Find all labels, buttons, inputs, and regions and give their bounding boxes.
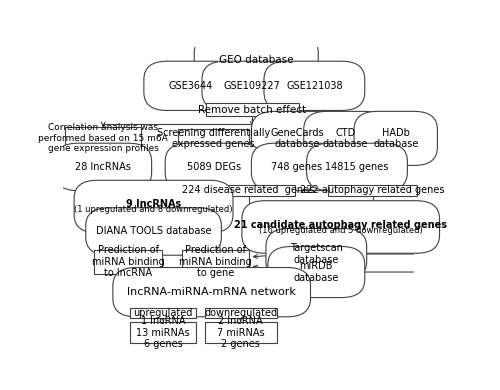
FancyBboxPatch shape: [268, 246, 365, 298]
FancyBboxPatch shape: [252, 112, 342, 165]
Text: Screening differentially
expressed genes: Screening differentially expressed genes: [157, 128, 270, 149]
Text: CTD
database: CTD database: [322, 128, 368, 149]
FancyBboxPatch shape: [202, 61, 303, 110]
FancyBboxPatch shape: [144, 61, 237, 110]
FancyBboxPatch shape: [328, 184, 417, 196]
Text: downregulated: downregulated: [204, 308, 278, 318]
FancyBboxPatch shape: [94, 250, 162, 273]
FancyBboxPatch shape: [66, 127, 141, 150]
Text: 748 genes: 748 genes: [272, 162, 322, 172]
FancyBboxPatch shape: [304, 112, 387, 165]
Text: miRDB
database: miRDB database: [294, 261, 339, 283]
FancyBboxPatch shape: [130, 322, 196, 343]
Text: (1 upregulated and 8 downregulated): (1 upregulated and 8 downregulated): [74, 205, 233, 214]
Text: DIANA TOOLS database: DIANA TOOLS database: [96, 227, 212, 236]
Text: Correlation analysis was
performed based on 15 m6A
gene expression profiles: Correlation analysis was performed based…: [38, 124, 168, 153]
FancyBboxPatch shape: [205, 322, 277, 343]
Text: 9 lncRNAs: 9 lncRNAs: [126, 199, 181, 209]
FancyBboxPatch shape: [165, 143, 262, 191]
FancyBboxPatch shape: [306, 143, 408, 191]
Text: GSE121038: GSE121038: [286, 81, 343, 91]
FancyBboxPatch shape: [242, 201, 440, 253]
FancyBboxPatch shape: [178, 129, 250, 147]
FancyBboxPatch shape: [130, 308, 196, 318]
FancyBboxPatch shape: [194, 34, 318, 86]
Text: Targetscan
database: Targetscan database: [290, 243, 343, 265]
FancyBboxPatch shape: [182, 250, 250, 273]
FancyBboxPatch shape: [264, 61, 365, 110]
Text: GSE3644: GSE3644: [168, 81, 212, 91]
FancyBboxPatch shape: [55, 143, 152, 191]
Text: GSE109227: GSE109227: [224, 81, 281, 91]
FancyBboxPatch shape: [205, 308, 277, 318]
FancyBboxPatch shape: [113, 268, 310, 317]
Text: lncRNA-miRNA-mRNA network: lncRNA-miRNA-mRNA network: [127, 287, 296, 297]
Text: 2 lncRNA
7 miRNAs
2 genes: 2 lncRNA 7 miRNAs 2 genes: [217, 316, 264, 349]
Text: HADb
database: HADb database: [373, 128, 418, 149]
Text: GEO database: GEO database: [219, 55, 294, 65]
Text: 222 autophagy related genes: 222 autophagy related genes: [300, 185, 445, 195]
Text: 21 candidate autophagy related genes: 21 candidate autophagy related genes: [234, 220, 447, 230]
Text: 28 lncRNAs: 28 lncRNAs: [75, 162, 131, 172]
Text: 14815 genes: 14815 genes: [326, 162, 388, 172]
Text: 224 disease related  genes: 224 disease related genes: [182, 185, 314, 195]
FancyBboxPatch shape: [74, 180, 233, 233]
FancyBboxPatch shape: [266, 229, 366, 280]
Text: upregulated: upregulated: [134, 308, 193, 318]
FancyBboxPatch shape: [86, 208, 222, 255]
FancyBboxPatch shape: [206, 103, 299, 117]
FancyBboxPatch shape: [252, 143, 342, 191]
Text: Prediction of
miRNA binding
to gene: Prediction of miRNA binding to gene: [179, 245, 252, 278]
Text: (16 upregulated and 5 downregulated): (16 upregulated and 5 downregulated): [259, 226, 422, 235]
Text: Remove batch effect: Remove batch effect: [198, 105, 306, 115]
Text: 5089 DEGs: 5089 DEGs: [186, 162, 240, 172]
Text: GeneCards
database: GeneCards database: [270, 128, 324, 149]
FancyBboxPatch shape: [354, 112, 438, 165]
FancyBboxPatch shape: [202, 184, 295, 196]
Text: Prediction of
miRNA binding
to lncRNA: Prediction of miRNA binding to lncRNA: [92, 245, 165, 278]
Text: 1 lncRNA
13 miRNAs
6 genes: 1 lncRNA 13 miRNAs 6 genes: [136, 316, 190, 349]
